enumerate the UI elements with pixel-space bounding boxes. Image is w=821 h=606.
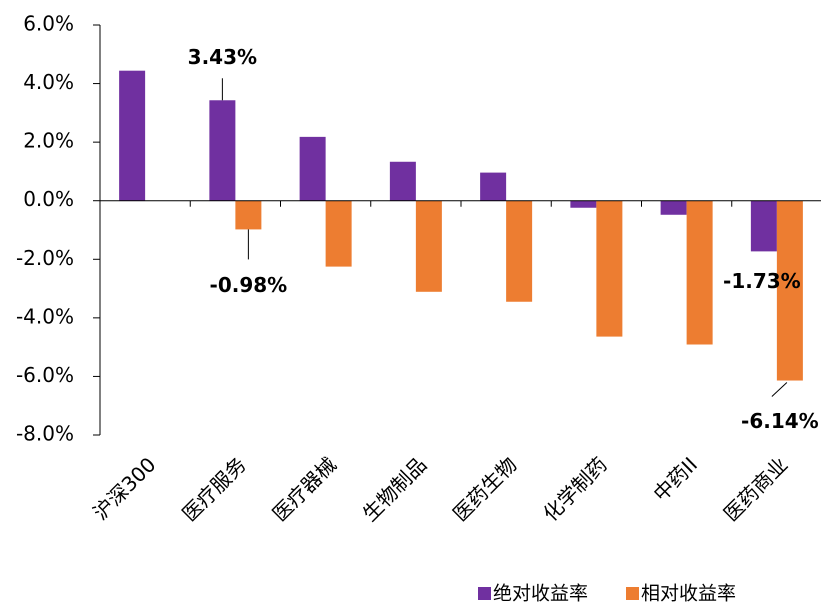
leader-line [771,382,788,397]
y-tick-label: 2.0% [23,129,74,153]
bar [596,200,623,337]
bar [389,161,416,201]
x-tick-label: 中药II [648,452,702,506]
bar [299,136,326,201]
x-tick-label: 医疗器械 [268,452,342,526]
x-tick-label: 生物制品 [358,452,432,526]
value-label: -1.73% [723,269,801,293]
legend-swatch [626,587,639,600]
value-label: -0.98% [210,273,288,297]
y-tick-label: 6.0% [23,12,74,36]
value-label: -6.14% [741,409,819,433]
bar [686,200,713,345]
x-tick-label: 沪深300 [88,452,160,524]
y-tick-label: -8.0% [16,422,74,446]
bar [776,200,803,381]
bar [660,200,687,215]
legend-label: 绝对收益率 [493,583,588,605]
value-label: 3.43% [188,45,257,69]
legend-swatch [478,587,491,600]
y-tick-label: 0.0% [23,187,74,211]
bar [750,200,777,252]
x-tick-label: 医疗服务 [177,452,251,526]
bar [480,172,507,201]
x-tick-label: 化学制药 [538,452,612,526]
x-tick-label: 医药生物 [448,452,522,526]
y-tick-label: 4.0% [23,70,74,94]
y-tick-label: -6.0% [16,363,74,387]
legend-label: 相对收益率 [641,583,736,605]
bar [325,200,352,267]
y-tick-label: -2.0% [16,246,74,270]
x-tick-label: 医药商业 [719,452,793,526]
bar [119,70,146,201]
bar [570,200,597,208]
bar [235,200,262,230]
y-tick-label: -4.0% [16,304,74,328]
bar [209,100,236,201]
bar [506,200,533,302]
bar [415,200,442,292]
